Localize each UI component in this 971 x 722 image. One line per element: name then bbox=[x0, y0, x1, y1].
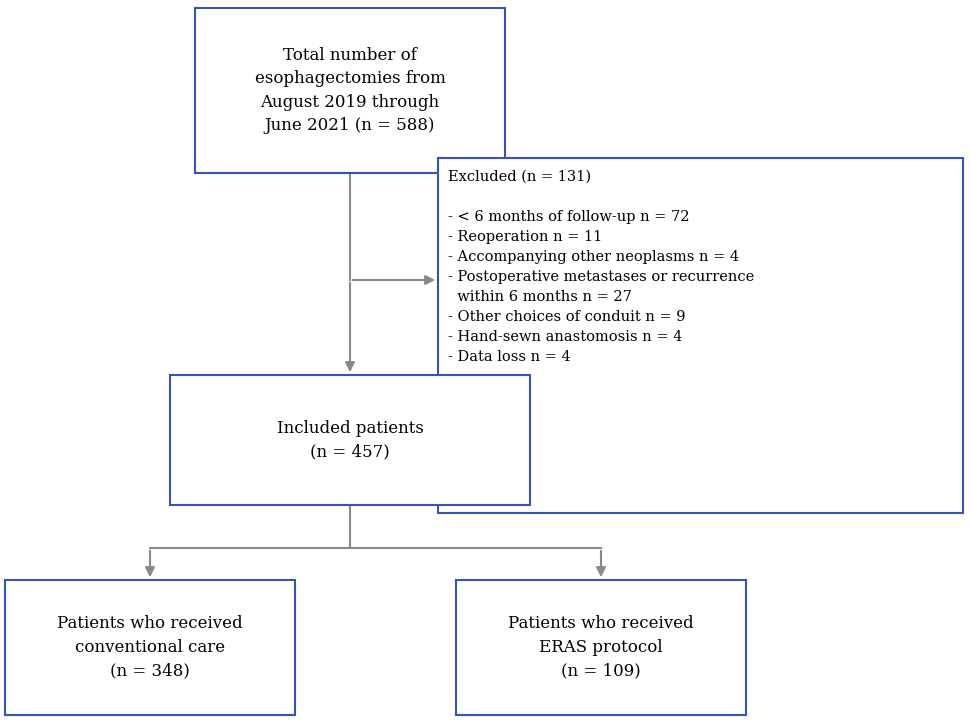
Bar bbox=[438, 158, 963, 513]
Text: Excluded (n = 131)

- < 6 months of follow-up n = 72
- Reoperation n = 11
- Acco: Excluded (n = 131) - < 6 months of follo… bbox=[448, 170, 754, 365]
Bar bbox=[170, 375, 530, 505]
Text: Total number of
esophagectomies from
August 2019 through
June 2021 (n = 588): Total number of esophagectomies from Aug… bbox=[254, 47, 446, 134]
Bar bbox=[456, 580, 746, 715]
Bar bbox=[5, 580, 295, 715]
Text: Patients who received
conventional care
(n = 348): Patients who received conventional care … bbox=[57, 615, 243, 679]
Text: Patients who received
ERAS protocol
(n = 109): Patients who received ERAS protocol (n =… bbox=[508, 615, 694, 679]
Bar bbox=[195, 8, 505, 173]
Text: Included patients
(n = 457): Included patients (n = 457) bbox=[277, 419, 423, 460]
